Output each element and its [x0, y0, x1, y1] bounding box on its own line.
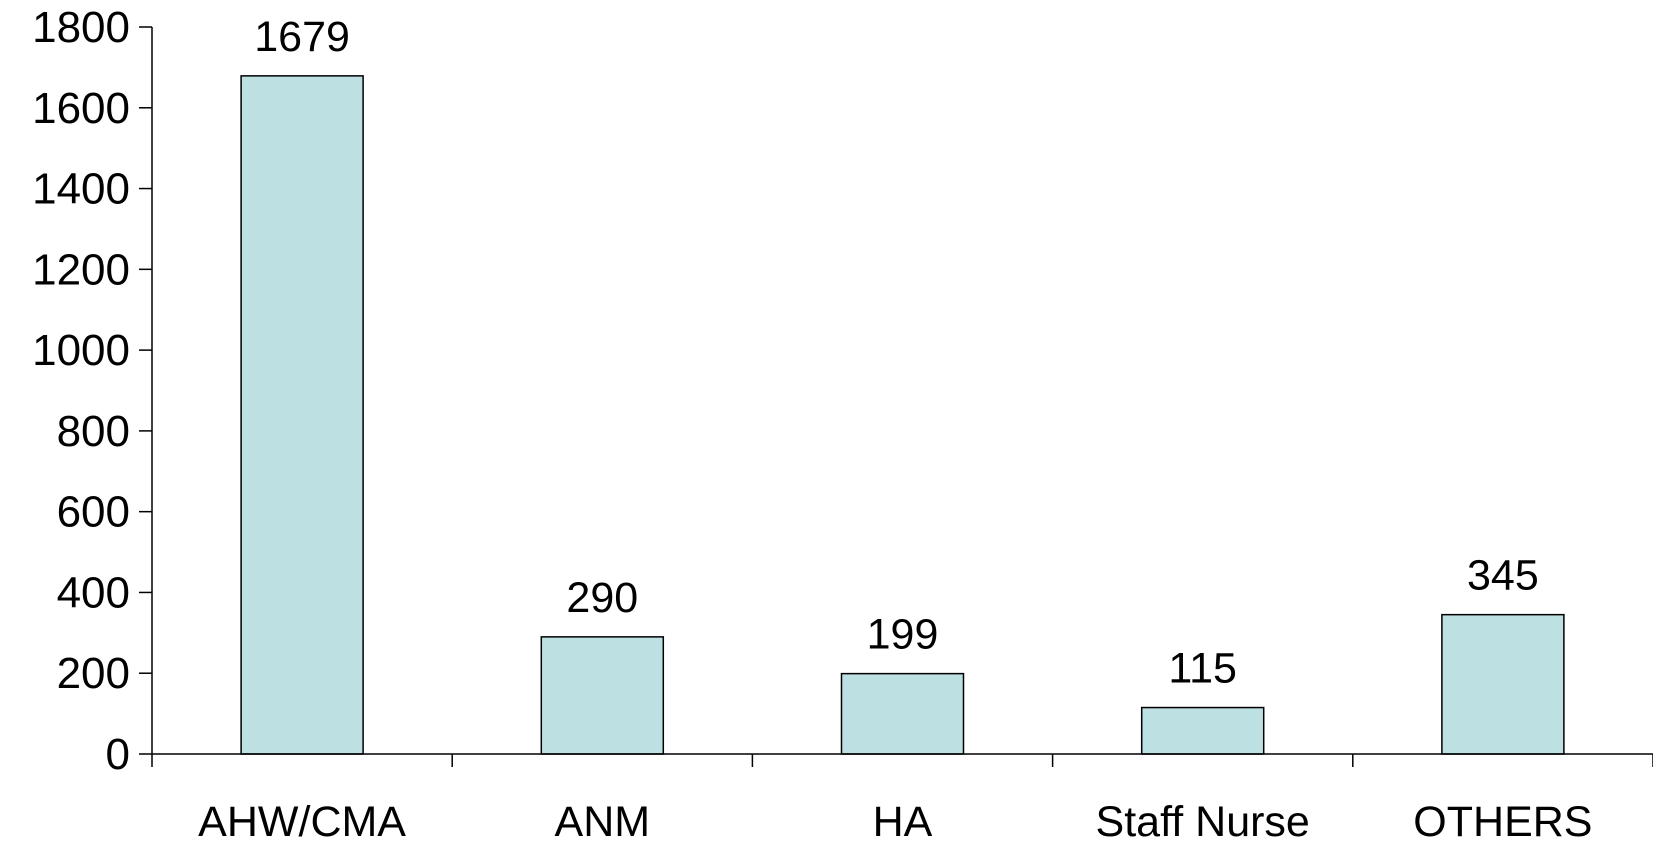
- bar-staff-nurse: [1140, 706, 1265, 755]
- bar-ha: [840, 672, 965, 755]
- data-label: 199: [867, 611, 939, 659]
- data-labels: 1679 290 199 115 345: [254, 13, 1539, 693]
- y-tick-label: 1600: [32, 84, 130, 133]
- x-category-label: ANM: [555, 798, 651, 844]
- bar-ahw-cma: [240, 75, 364, 755]
- bar-anm: [540, 636, 665, 755]
- y-tick-label: 200: [57, 649, 130, 698]
- y-axis-ticks: 0 200 400 600 800 1000 1200 1400 1600 1800: [32, 3, 152, 779]
- y-tick-label: 600: [57, 488, 130, 537]
- x-category-label: OTHERS: [1413, 798, 1592, 844]
- y-tick-label: 800: [57, 407, 130, 456]
- data-label: 345: [1467, 552, 1539, 600]
- data-label: 1679: [254, 13, 350, 61]
- y-tick-label: 1400: [32, 165, 130, 214]
- y-tick-label: 1800: [32, 3, 130, 52]
- y-tick-label: 0: [106, 730, 130, 779]
- data-label: 290: [566, 574, 638, 622]
- bar-others: [1441, 613, 1565, 755]
- x-category-label: AHW/CMA: [198, 798, 406, 844]
- axes: [151, 27, 1653, 767]
- data-label: 115: [1168, 645, 1237, 693]
- category-labels: AHW/CMA ANM HA Staff Nurse OTHERS: [198, 798, 1592, 844]
- x-category-label: Staff Nurse: [1096, 798, 1310, 844]
- y-tick-label: 1000: [32, 326, 130, 375]
- y-tick-label: 1200: [32, 245, 130, 294]
- y-tick-label: 400: [57, 568, 130, 617]
- x-category-label: HA: [873, 798, 933, 844]
